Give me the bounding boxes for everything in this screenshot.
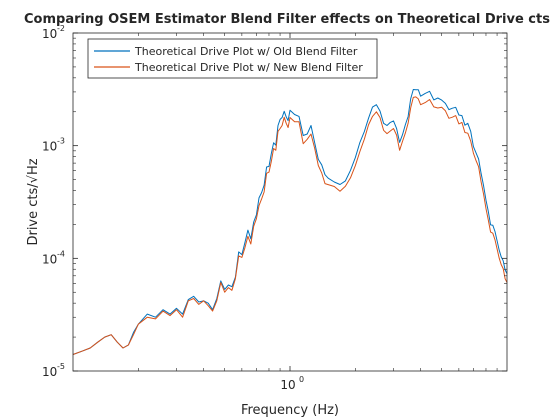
legend: Theoretical Drive Plot w/ Old Blend Filt… — [87, 38, 378, 79]
y-tick-label-1: 10 — [42, 252, 57, 266]
y-tick-label-0: 10 — [42, 365, 57, 379]
series-line-1 — [72, 96, 508, 355]
x-axis-label: Frequency (Hz) — [241, 403, 339, 418]
tick-layer: 10 010 -510 -410 -310 -2 — [42, 24, 507, 392]
y-tick-label-exponent-2: -3 — [57, 137, 65, 146]
series-line-0 — [72, 89, 508, 355]
plot-area — [73, 33, 507, 371]
x-tick-label-exponent-0: 0 — [299, 375, 304, 384]
y-tick-label-3: 10 — [42, 27, 57, 41]
y-axis-label: Drive cts/√Hz — [26, 158, 41, 245]
x-tick-label-0: 10 — [280, 378, 295, 392]
legend-label-new: Theoretical Drive Plot w/ New Blend Filt… — [134, 61, 363, 74]
y-tick-label-exponent-3: -2 — [57, 24, 65, 33]
chart-title: Comparing OSEM Estimator Blend Filter ef… — [24, 12, 550, 27]
y-tick-label-exponent-0: -5 — [57, 362, 65, 371]
y-tick-label-exponent-1: -4 — [57, 249, 65, 258]
legend-label-old: Theoretical Drive Plot w/ Old Blend Filt… — [134, 45, 358, 58]
series-layer — [72, 89, 508, 355]
legend-box — [87, 38, 378, 79]
y-tick-label-2: 10 — [42, 140, 57, 154]
